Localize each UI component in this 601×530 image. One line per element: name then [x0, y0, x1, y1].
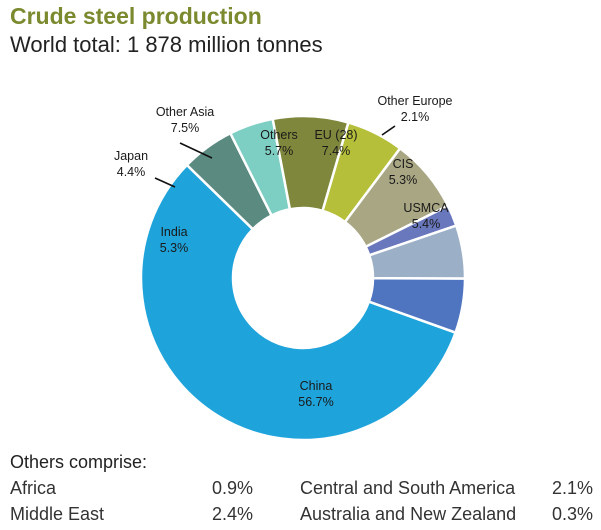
others-label-africa: Africa [10, 478, 57, 498]
label-india: India [160, 225, 187, 239]
others-value-australia-nz: 0.3% [551, 504, 593, 524]
label-eu-28: EU (28) [314, 128, 357, 142]
label-others: Others [260, 128, 298, 142]
value-label-cis: 5.3% [389, 173, 418, 187]
slice-china [139, 163, 458, 442]
value-label-japan: 4.4% [117, 165, 146, 179]
value-label-other-europe: 2.1% [401, 110, 430, 124]
chart-subtitle: World total: 1 878 million tonnes [10, 32, 323, 57]
label-other-europe: Other Europe [377, 94, 452, 108]
others-value-central-south-america: 2.1% [551, 478, 593, 498]
leader-other-europe [381, 125, 396, 136]
leader-other-asia [179, 142, 213, 159]
label-cis: CIS [393, 157, 414, 171]
chart-title: Crude steel production [10, 3, 262, 29]
slice-usmca [367, 277, 467, 335]
others-value-africa: 0.9% [211, 478, 253, 498]
label-japan: Japan [114, 149, 148, 163]
others-label-central-south-america: Central and South America [300, 478, 516, 498]
leader-japan [154, 177, 176, 188]
label-china: China [300, 379, 333, 393]
label-usmca: USMCA [403, 201, 449, 215]
others-title: Others comprise: [10, 452, 148, 472]
value-label-china: 56.7% [298, 395, 333, 409]
value-label-others: 5.7% [265, 144, 294, 158]
others-label-middle-east: Middle East [10, 504, 105, 524]
others-label-australia-nz: Australia and New Zealand [300, 504, 517, 524]
value-label-usmca: 5.4% [412, 217, 441, 231]
value-label-other-asia: 7.5% [171, 121, 200, 135]
label-other-asia: Other Asia [156, 105, 214, 119]
value-label-eu-28: 7.4% [322, 144, 351, 158]
others-value-middle-east: 2.4% [211, 504, 253, 524]
value-label-india: 5.3% [160, 241, 189, 255]
